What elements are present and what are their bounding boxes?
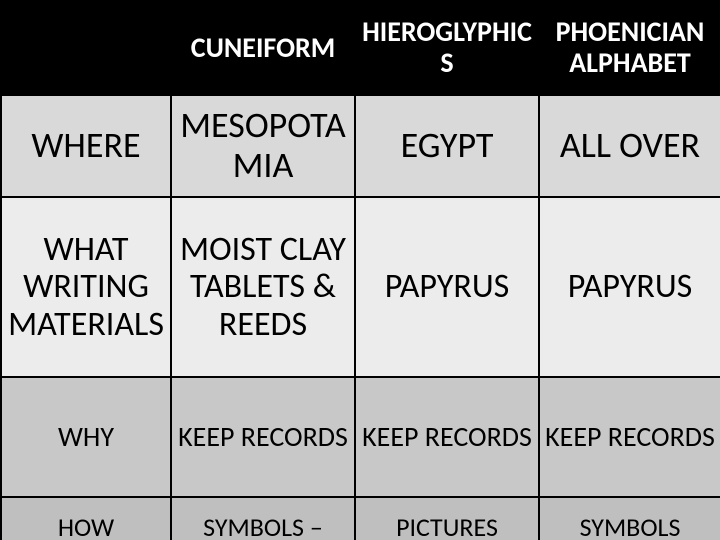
row-how: HOW SYMBOLS – PICTURES SYMBOLS [1, 497, 720, 540]
header-blank [1, 1, 171, 95]
row-what: WHAT WRITING MATERIALS MOIST CLAY TABLET… [1, 197, 720, 377]
cell-what-cuneiform: MOIST CLAY TABLETS & REEDS [171, 197, 355, 377]
cell-where-phoenician: ALL OVER [539, 95, 720, 197]
writing-systems-table: CUNEIFORM HIEROGLYPHICS PHOENICIAN ALPHA… [0, 0, 720, 540]
row-where-label: WHERE [1, 95, 171, 197]
header-hieroglyphics: HIEROGLYPHICS [355, 1, 539, 95]
header-cuneiform: CUNEIFORM [171, 1, 355, 95]
row-how-label: HOW [1, 497, 171, 540]
row-why-label: WHY [1, 377, 171, 497]
table-header-row: CUNEIFORM HIEROGLYPHICS PHOENICIAN ALPHA… [1, 1, 720, 95]
cell-where-hieroglyphics: EGYPT [355, 95, 539, 197]
row-why: WHY KEEP RECORDS KEEP RECORDS KEEP RECOR… [1, 377, 720, 497]
cell-how-phoenician: SYMBOLS [539, 497, 720, 540]
cell-what-hieroglyphics: PAPYRUS [355, 197, 539, 377]
cell-why-phoenician: KEEP RECORDS [539, 377, 720, 497]
cell-what-phoenician: PAPYRUS [539, 197, 720, 377]
header-phoenician: PHOENICIAN ALPHABET [539, 1, 720, 95]
cell-why-cuneiform: KEEP RECORDS [171, 377, 355, 497]
cell-how-cuneiform: SYMBOLS – [171, 497, 355, 540]
row-where: WHERE MESOPOTAMIA EGYPT ALL OVER [1, 95, 720, 197]
cell-why-hieroglyphics: KEEP RECORDS [355, 377, 539, 497]
cell-how-hieroglyphics: PICTURES [355, 497, 539, 540]
cell-where-cuneiform: MESOPOTAMIA [171, 95, 355, 197]
row-what-label: WHAT WRITING MATERIALS [1, 197, 171, 377]
